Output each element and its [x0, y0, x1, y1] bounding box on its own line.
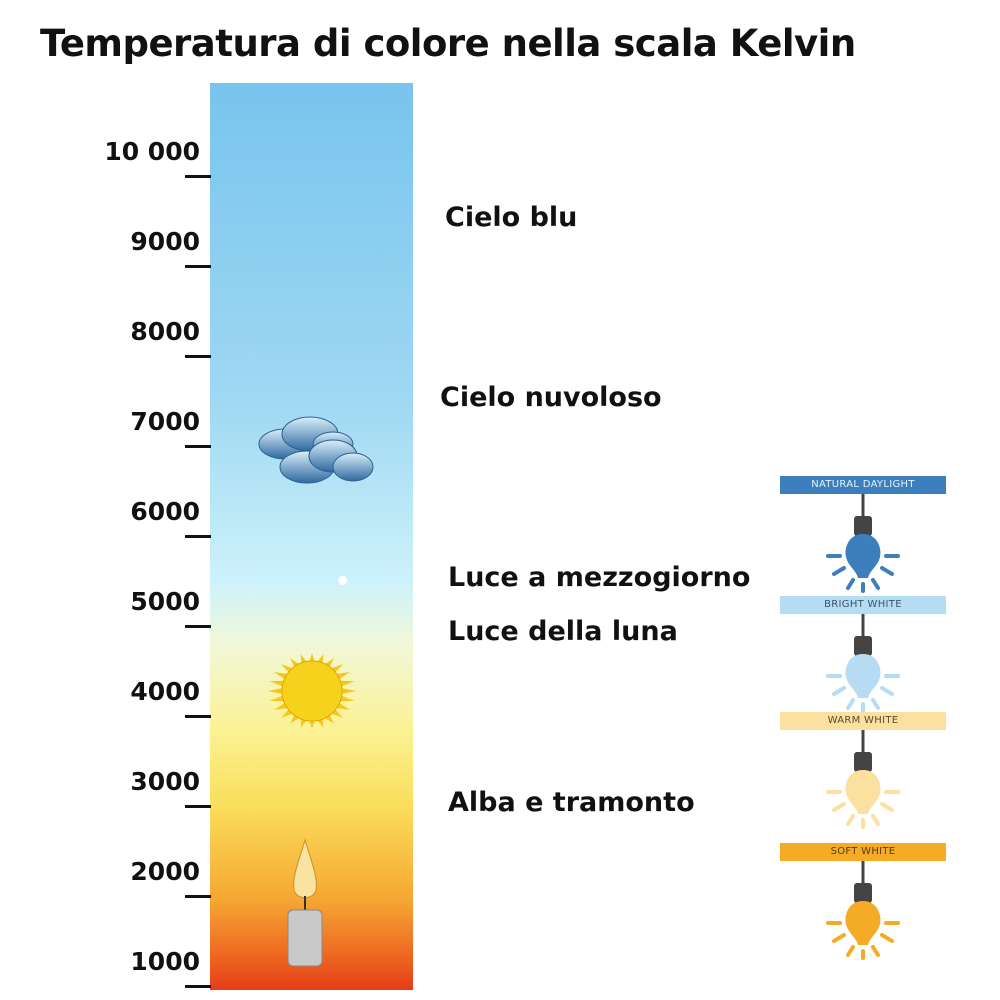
description-label: Luce a mezzogiorno [448, 562, 751, 593]
tick-mark [185, 805, 211, 808]
tick-mark [185, 175, 211, 178]
tick-mark [185, 355, 211, 358]
bulb-card: SOFT WHITE [780, 843, 946, 965]
tick-mark [185, 715, 211, 718]
tick-label: 1000 [130, 947, 200, 976]
bulb-label: SOFT WHITE [780, 843, 946, 861]
page-title: Temperatura di colore nella scala Kelvin [40, 22, 856, 65]
tick-label: 8000 [130, 317, 200, 346]
bulb-label: BRIGHT WHITE [780, 596, 946, 614]
description-label: Cielo nuvoloso [440, 382, 662, 413]
tick-mark [185, 445, 211, 448]
tick-mark [185, 535, 211, 538]
tick-label: 3000 [130, 767, 200, 796]
color-temperature-gradient-bar [210, 83, 413, 990]
description-label: Alba e tramonto [448, 787, 695, 818]
light-bulb-icon [826, 614, 900, 713]
cloud-icon [258, 416, 374, 484]
tick-label: 9000 [130, 227, 200, 256]
light-bulb-icon [826, 861, 900, 960]
tick-label: 4000 [130, 677, 200, 706]
sun-icon [268, 653, 356, 729]
tick-label: 2000 [130, 857, 200, 886]
tick-label: 10 000 [104, 137, 200, 166]
light-bulb-icon [826, 730, 900, 829]
tick-label: 6000 [130, 497, 200, 526]
tick-label: 5000 [130, 587, 200, 616]
tick-mark [185, 625, 211, 628]
bulb-card: WARM WHITE [780, 712, 946, 834]
description-label: Luce della luna [448, 616, 678, 647]
description-label: Cielo blu [445, 202, 578, 233]
moon-dot [338, 576, 347, 585]
bulb-card: NATURAL DAYLIGHT [780, 476, 946, 598]
bulb-label: WARM WHITE [780, 712, 946, 730]
bulb-label: NATURAL DAYLIGHT [780, 476, 946, 494]
tick-mark [185, 895, 211, 898]
candle-icon [287, 838, 323, 967]
tick-label: 7000 [130, 407, 200, 436]
bulb-card: BRIGHT WHITE [780, 596, 946, 718]
light-bulb-icon [826, 494, 900, 593]
tick-mark [185, 265, 211, 268]
tick-mark [185, 985, 211, 988]
